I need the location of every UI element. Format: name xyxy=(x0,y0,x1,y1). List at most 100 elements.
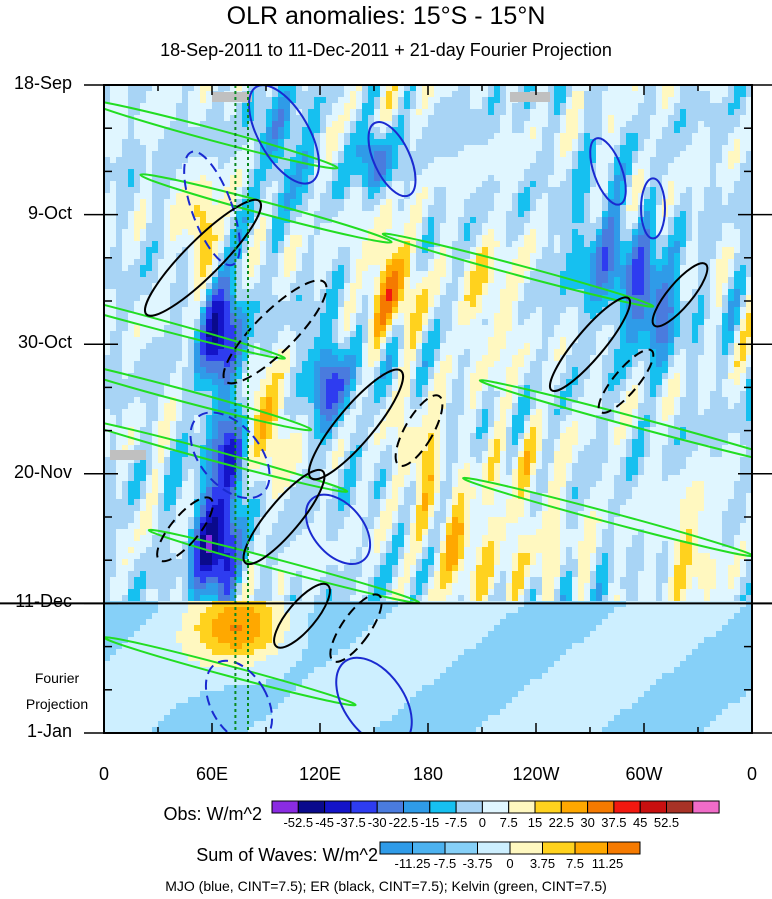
field-cell xyxy=(206,301,213,308)
field-cell xyxy=(464,313,471,320)
field-cell xyxy=(164,145,171,152)
field-cell xyxy=(686,253,693,260)
field-cell xyxy=(542,241,549,248)
field-cell xyxy=(428,145,435,152)
field-cell xyxy=(140,145,147,152)
field-cell xyxy=(674,169,681,176)
field-cell xyxy=(626,247,633,254)
field-cell xyxy=(614,319,621,326)
field-cell xyxy=(332,301,339,308)
field-cell xyxy=(518,211,525,218)
field-cell xyxy=(368,343,375,350)
field-cell xyxy=(524,193,531,200)
field-cell xyxy=(110,361,117,368)
field-cell xyxy=(386,169,393,176)
field-cell xyxy=(440,277,447,284)
field-cell xyxy=(386,85,393,92)
field-cell xyxy=(350,151,357,158)
field-cell xyxy=(116,97,123,104)
field-cell xyxy=(560,349,567,356)
field-cell xyxy=(524,133,531,140)
field-cell xyxy=(140,355,147,362)
field-cell xyxy=(614,175,621,182)
field-cell xyxy=(596,301,603,308)
field-cell xyxy=(338,271,345,278)
field-cell xyxy=(332,109,339,116)
field-cell xyxy=(722,253,729,260)
field-cell xyxy=(434,271,441,278)
field-cell xyxy=(284,139,291,146)
field-cell xyxy=(278,187,285,194)
field-cell xyxy=(368,163,375,170)
field-cell xyxy=(428,325,435,332)
field-cell xyxy=(212,307,219,314)
field-cell xyxy=(734,169,741,176)
field-cell xyxy=(632,175,639,182)
field-cell xyxy=(590,85,597,92)
field-cell xyxy=(746,163,752,170)
field-cell xyxy=(470,205,477,212)
field-cell xyxy=(536,103,543,110)
field-cell xyxy=(146,289,153,296)
field-cell xyxy=(572,247,579,254)
field-cell xyxy=(152,181,159,188)
field-cell xyxy=(416,307,423,314)
field-cell xyxy=(506,229,513,236)
field-cell xyxy=(176,85,183,92)
field-cell xyxy=(212,103,219,110)
field-cell xyxy=(158,277,165,284)
field-cell xyxy=(500,103,507,110)
field-cell xyxy=(596,175,603,182)
field-cell xyxy=(410,193,417,200)
field-cell xyxy=(140,115,147,122)
field-cell xyxy=(584,271,591,278)
field-cell xyxy=(602,325,609,332)
field-cell xyxy=(422,253,429,260)
field-cell xyxy=(242,217,249,224)
field-cell xyxy=(476,235,483,242)
field-cell xyxy=(290,313,297,320)
field-cell xyxy=(122,199,129,206)
field-cell xyxy=(554,133,561,140)
field-cell xyxy=(536,205,543,212)
field-cell xyxy=(416,259,423,266)
field-cell xyxy=(452,313,459,320)
field-cell xyxy=(626,217,633,224)
field-cell xyxy=(236,325,243,332)
field-cell xyxy=(224,229,231,236)
field-cell xyxy=(410,223,417,230)
field-cell xyxy=(104,343,111,350)
field-cell xyxy=(662,151,669,158)
field-cell xyxy=(668,307,675,314)
field-cell xyxy=(668,127,675,134)
field-cell xyxy=(266,85,273,92)
field-cell xyxy=(164,127,171,134)
field-cell xyxy=(494,91,501,98)
field-cell xyxy=(692,355,699,362)
field-cell xyxy=(206,127,213,134)
field-cell xyxy=(464,169,471,176)
field-cell xyxy=(476,211,483,218)
field-cell xyxy=(464,331,471,338)
field-cell xyxy=(158,121,165,128)
field-cell xyxy=(692,151,699,158)
field-cell xyxy=(506,139,513,146)
field-cell xyxy=(716,199,723,206)
field-cell xyxy=(584,109,591,116)
field-cell xyxy=(260,169,267,176)
field-cell xyxy=(398,109,405,116)
field-cell xyxy=(368,307,375,314)
field-cell xyxy=(620,175,627,182)
field-cell xyxy=(254,271,261,278)
field-cell xyxy=(158,259,165,266)
field-cell xyxy=(746,193,752,200)
field-cell xyxy=(254,217,261,224)
field-cell xyxy=(380,109,387,116)
field-cell xyxy=(386,319,393,326)
field-cell xyxy=(356,271,363,278)
field-cell xyxy=(308,175,315,182)
field-cell xyxy=(602,103,609,110)
field-cell xyxy=(740,175,747,182)
field-cell xyxy=(356,325,363,332)
field-cell xyxy=(638,277,645,284)
